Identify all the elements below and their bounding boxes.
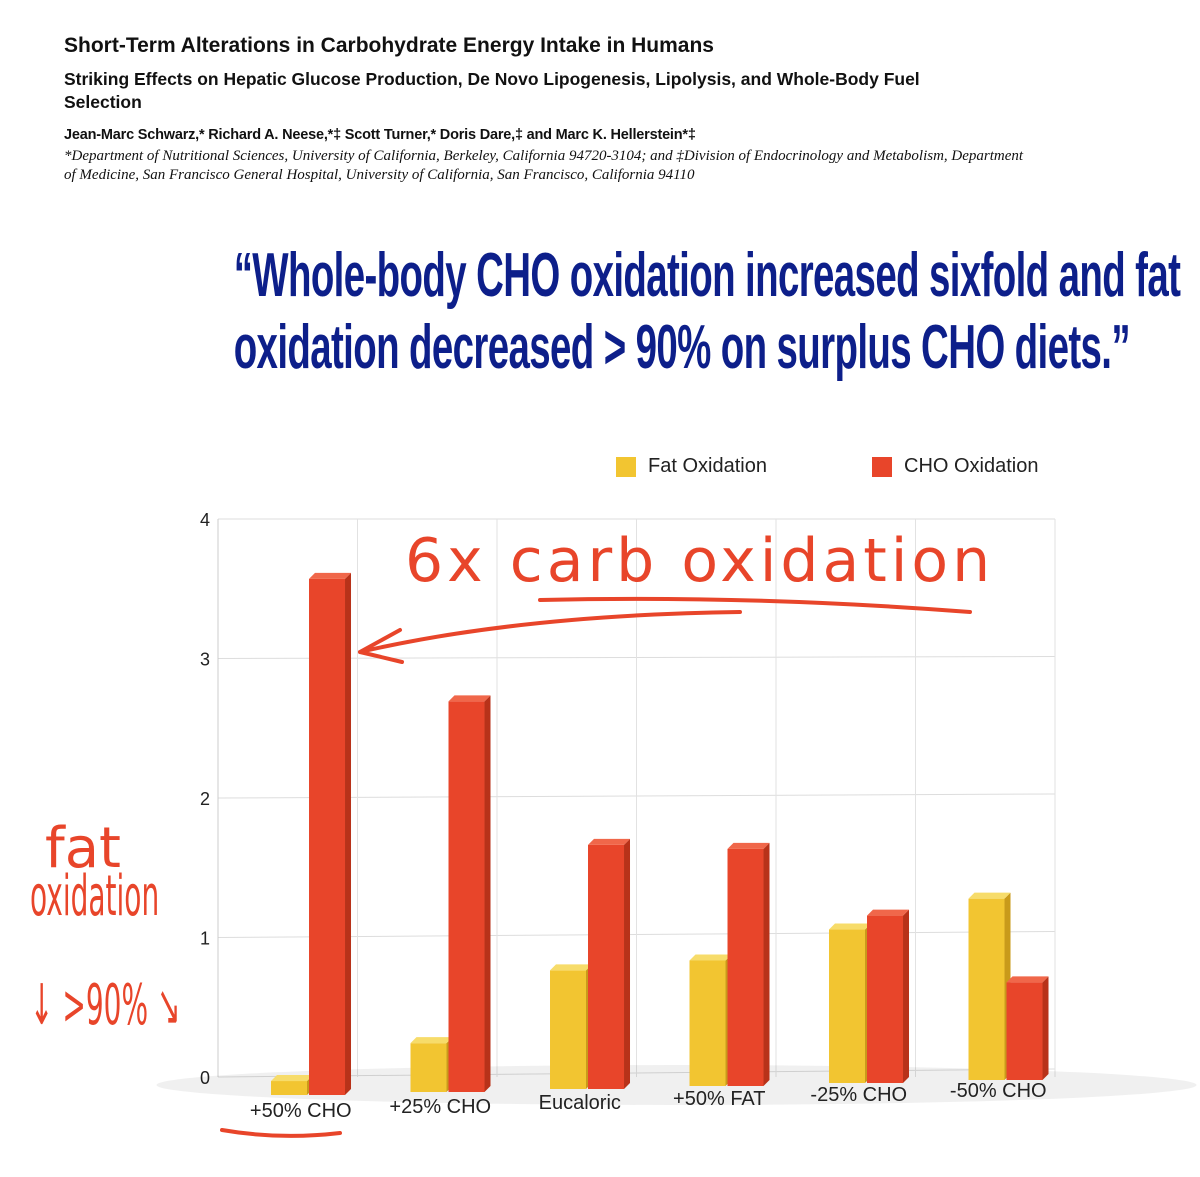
bar-top <box>727 842 770 849</box>
x-tick-label: -50% CHO <box>950 1080 1047 1102</box>
legend-label-fat: Fat Oxidation <box>648 455 767 477</box>
bar-side <box>763 842 770 1086</box>
x-tick-label: +25% CHO <box>389 1096 491 1118</box>
bar-top <box>588 838 631 845</box>
bar-top <box>1006 976 1049 983</box>
legend-swatch-cho <box>872 456 892 477</box>
bar-top <box>867 909 910 916</box>
y-tick-label: 3 <box>200 650 210 670</box>
bar-cho <box>309 578 346 1095</box>
bar-fat <box>968 898 1005 1080</box>
annotation-arrow <box>358 610 742 664</box>
paper-authors: Jean-Marc Schwarz,* Richard A. Neese,*‡ … <box>64 127 696 143</box>
annotation-fat-2: oxidation <box>30 864 160 929</box>
bar-cho <box>727 848 764 1086</box>
quote-line-2: oxidation decreased > 90% on surplus CHO… <box>233 313 1131 382</box>
bar-top <box>410 1037 453 1044</box>
paper-affiliations: *Department of Nutritional Sciences, Uni… <box>64 148 1024 183</box>
y-tick-label: 1 <box>200 929 210 949</box>
x-tick-label: Eucaloric <box>539 1092 621 1114</box>
bar-top <box>309 572 352 579</box>
paper-subtitle: Striking Effects on Hepatic Glucose Prod… <box>64 69 920 112</box>
legend-swatch-fat <box>616 456 636 477</box>
annotation-underline <box>538 596 972 614</box>
bar-top <box>968 892 1011 899</box>
legend-cho: CHO Oxidation <box>872 455 1039 478</box>
bar-fat <box>271 1081 308 1095</box>
bar-top <box>550 964 593 971</box>
label-underline <box>220 1128 342 1138</box>
x-tick-label: +50% CHO <box>250 1100 352 1122</box>
bar-side <box>903 909 910 1083</box>
bar-top <box>448 695 491 702</box>
y-tick-label: 4 <box>200 510 210 530</box>
bar-cho <box>1006 982 1043 1080</box>
bar-cho <box>588 844 625 1089</box>
bar-side <box>624 838 631 1089</box>
annotation-fat-1: fat <box>45 816 121 881</box>
bar-top <box>271 1075 314 1082</box>
bar-fat <box>829 929 866 1083</box>
bar-fat <box>550 970 587 1089</box>
bar-top <box>689 954 732 961</box>
bar-cho <box>448 701 485 1092</box>
bar-cho <box>867 915 904 1083</box>
bar-side <box>484 695 491 1092</box>
x-tick-label: +50% FAT <box>673 1088 765 1110</box>
paper-title: Short-Term Alterations in Carbohydrate E… <box>64 34 714 57</box>
bar-fat <box>689 960 726 1086</box>
x-tick-label: -25% CHO <box>810 1084 907 1106</box>
y-tick-label: 2 <box>200 789 210 809</box>
annotation-carb: 6x carb oxidation <box>405 526 995 596</box>
bar-side <box>1042 976 1049 1080</box>
legend-fat: Fat Oxidation <box>616 455 767 478</box>
annotation-fat-3: ↓ >90% ↘ <box>30 973 181 1038</box>
legend-label-cho: CHO Oxidation <box>904 455 1039 477</box>
y-tick-label: 0 <box>200 1068 210 1088</box>
bar-fat <box>410 1043 447 1092</box>
bar-top <box>829 923 872 930</box>
bar-side <box>345 572 352 1095</box>
